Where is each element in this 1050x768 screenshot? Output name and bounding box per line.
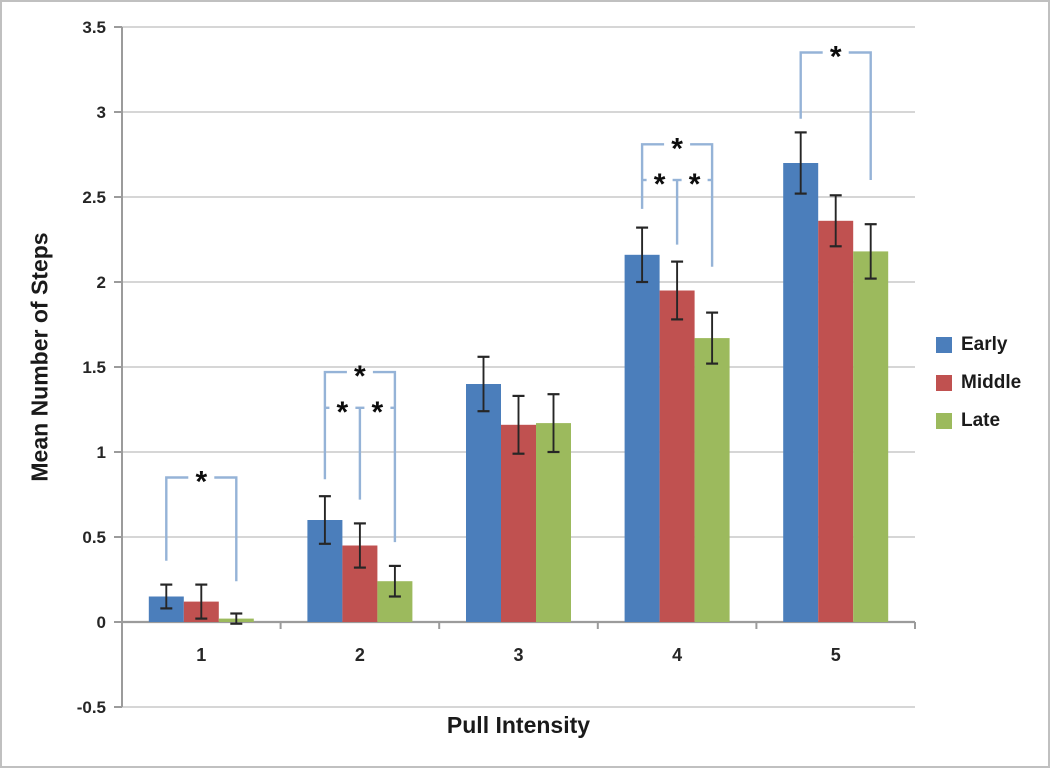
legend-swatch-icon [936,337,952,353]
bar-middle-5 [818,220,854,623]
bar-early-3 [466,384,501,622]
bar-late-3 [536,423,571,622]
legend-item-late: Late [936,402,1021,440]
y-tick-label: 0.5 [82,528,106,547]
legend-item-middle: Middle [936,364,1021,402]
bar-middle-4 [659,290,695,622]
significance-bracket [165,476,189,561]
significance-bracket-outer [323,370,347,480]
significance-bracket-outer [690,143,714,267]
legend-swatch-icon [936,375,952,391]
bar-early-4 [624,254,660,623]
bar-late-5 [853,251,889,622]
x-category-label: 3 [513,645,523,665]
y-tick-label: 2 [97,273,106,292]
y-axis-title: Mean Number of Steps [26,232,53,482]
y-tick-label: 3 [97,103,106,122]
y-tick-label: 0 [97,613,106,632]
legend-swatch-icon [936,413,952,429]
bar-middle-3 [501,424,536,622]
significance-star: * [830,41,842,74]
bar-early-5 [783,163,819,622]
significance-bracket-outer [640,143,665,209]
y-tick-label: 2.5 [82,188,106,207]
x-category-label: 5 [831,645,841,665]
legend: Early Middle Late [936,326,1021,440]
x-axis-title: Pull Intensity [446,712,591,738]
y-tick-label: 3.5 [82,18,106,37]
legend-label: Early [961,334,1008,355]
significance-bracket [799,51,823,119]
significance-bracket [214,476,238,582]
significance-bracket-outer [372,370,397,543]
bar-late-4 [694,338,730,622]
y-tick-label: 1 [97,443,106,462]
x-category-label: 2 [355,645,365,665]
y-tick-label: -0.5 [77,698,106,717]
y-tick-label: 1.5 [82,358,106,377]
significance-star: * [195,466,207,499]
significance-star: * [372,396,384,429]
legend-item-early: Early [936,326,1021,364]
legend-label: Late [961,410,1001,431]
significance-star: * [689,168,701,201]
legend-label: Middle [961,372,1022,393]
significance-bracket [848,51,872,180]
x-category-label: 1 [196,645,206,665]
x-category-label: 4 [672,645,682,665]
significance-star: * [354,360,366,393]
significance-star: * [337,396,349,429]
significance-star: * [671,132,683,165]
significance-star: * [654,168,666,201]
